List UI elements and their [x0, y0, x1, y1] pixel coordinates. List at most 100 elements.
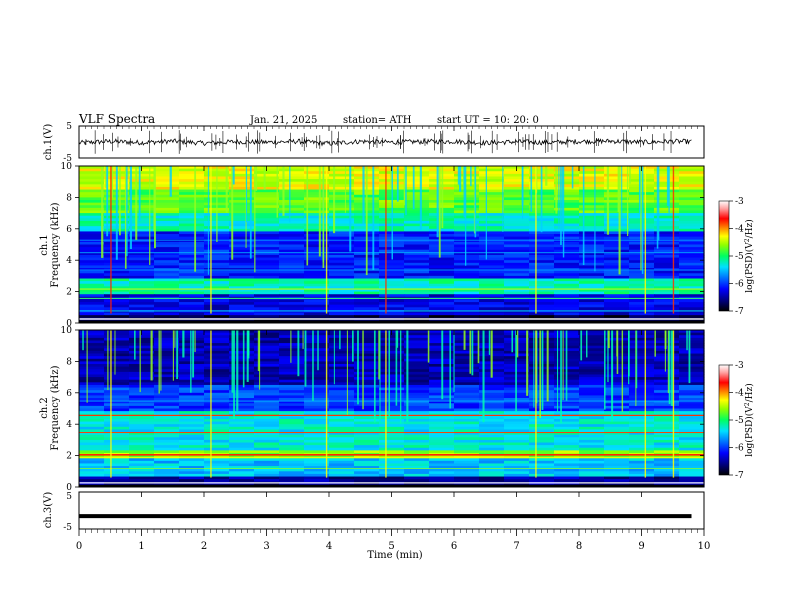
spectrogram-cell	[454, 307, 480, 311]
spectrogram-cell	[329, 377, 355, 381]
spectrogram-cell	[454, 244, 480, 248]
spectrogram-cell	[604, 382, 630, 386]
spectrogram-cell	[204, 366, 230, 370]
spectrogram-cell	[329, 228, 355, 232]
spectrogram-cell	[304, 207, 330, 211]
spectrogram-cell	[154, 181, 180, 185]
spectrogram-cell	[304, 377, 330, 381]
spectrogram-cell	[154, 418, 180, 422]
spectrogram-cell	[354, 432, 380, 436]
spectrogram-cell	[629, 197, 655, 201]
spectrogram-cell	[454, 184, 480, 188]
spectrogram-cell	[429, 424, 455, 428]
spectrogram-cell	[429, 281, 455, 285]
sferic-trace	[560, 166, 562, 245]
spectrogram-cell	[579, 353, 605, 357]
spectrogram-cell	[629, 173, 655, 177]
spectrogram-cell	[304, 400, 330, 404]
spectrogram-cell	[629, 353, 655, 357]
spectrogram-cell	[329, 447, 355, 451]
spectrogram-cell	[629, 384, 655, 388]
spectrogram-cell	[479, 231, 505, 235]
spectrogram-cell	[304, 236, 330, 240]
sferic-trace	[607, 330, 609, 383]
spectrogram-cell	[679, 437, 705, 441]
spectrogram-cell	[454, 288, 480, 292]
spectrogram-cell	[229, 171, 255, 175]
spectrogram-cell	[79, 257, 105, 261]
spectrogram-cell	[304, 366, 330, 370]
station-label: station= ATH	[343, 115, 412, 126]
spectrogram-cell	[479, 434, 505, 438]
spectrogram-cell	[579, 458, 605, 462]
spectrogram-cell	[554, 434, 580, 438]
spectrogram-cell	[379, 390, 405, 394]
spectrogram-cell	[604, 205, 630, 209]
spectrogram-cell	[279, 384, 305, 388]
sferic-trace	[263, 166, 266, 190]
spectrogram-cell	[254, 189, 280, 193]
x-tick-label: 5	[388, 541, 394, 552]
spectrogram-cell	[429, 447, 455, 451]
spectrogram-cell	[629, 171, 655, 175]
spectrogram-cell	[379, 379, 405, 383]
spectrogram-cell	[104, 312, 130, 316]
sferic-trace	[545, 166, 548, 186]
spectrogram-cell	[229, 168, 255, 172]
spectrogram-cell	[79, 392, 105, 396]
spectrogram-cell	[629, 234, 655, 238]
spectrogram-cell	[179, 356, 205, 360]
narrowband-line	[79, 288, 704, 290]
spectrogram-cell	[104, 392, 130, 396]
spectrogram-cell	[129, 176, 155, 180]
spectrogram-cell	[479, 186, 505, 190]
spectrogram-cell	[504, 207, 530, 211]
spectrogram-cell	[104, 337, 130, 341]
spectrogram-cell	[554, 278, 580, 282]
spectrogram-cell	[229, 281, 255, 285]
spectrogram-cell	[454, 471, 480, 475]
spectrogram-cell	[279, 377, 305, 381]
spectrogram-cell	[654, 278, 680, 282]
spectrogram-cell	[279, 210, 305, 214]
spectrogram-cell	[654, 304, 680, 308]
spectrogram-cell	[254, 179, 280, 183]
spectrogram-cell	[329, 437, 355, 441]
spectrogram-cell	[404, 244, 430, 248]
spectrogram-cell	[229, 382, 255, 386]
sferic-trace	[586, 330, 588, 358]
spectrogram-cell	[479, 421, 505, 425]
spectrogram-cell	[179, 337, 205, 341]
spectrogram-cell	[504, 220, 530, 224]
spectrogram-cell	[429, 262, 455, 266]
spectrogram-cell	[229, 366, 255, 370]
spectrogram-cell	[279, 374, 305, 378]
spectrogram-cell	[554, 205, 580, 209]
sferic-trace	[594, 166, 596, 272]
spectrogram-cell	[179, 173, 205, 177]
sferic-trace	[670, 330, 674, 406]
sferic-trace	[153, 166, 156, 249]
spectrogram-cell	[179, 330, 205, 334]
spectrogram-cell	[404, 442, 430, 446]
spectrogram-cell	[579, 439, 605, 443]
spectrogram-cell	[554, 226, 580, 230]
spectrogram-cell	[429, 273, 455, 277]
spectrogram-cell	[79, 398, 105, 402]
spectrogram-cell	[629, 473, 655, 477]
spectrogram-cell	[329, 254, 355, 258]
spectrogram-cell	[204, 382, 230, 386]
spectrogram-cell	[104, 439, 130, 443]
spectrogram-cell	[304, 364, 330, 368]
spectrogram-cell	[279, 166, 305, 170]
spectrogram-cell	[629, 426, 655, 430]
spectrogram-cell	[454, 278, 480, 282]
spectrogram-cell	[379, 371, 405, 375]
spectrogram-cell	[629, 405, 655, 409]
spectrogram-cell	[629, 200, 655, 204]
spectrogram-cell	[479, 471, 505, 475]
spectrogram-cell	[304, 445, 330, 449]
spectrogram-cell	[229, 315, 255, 319]
spectrogram-cell	[404, 173, 430, 177]
